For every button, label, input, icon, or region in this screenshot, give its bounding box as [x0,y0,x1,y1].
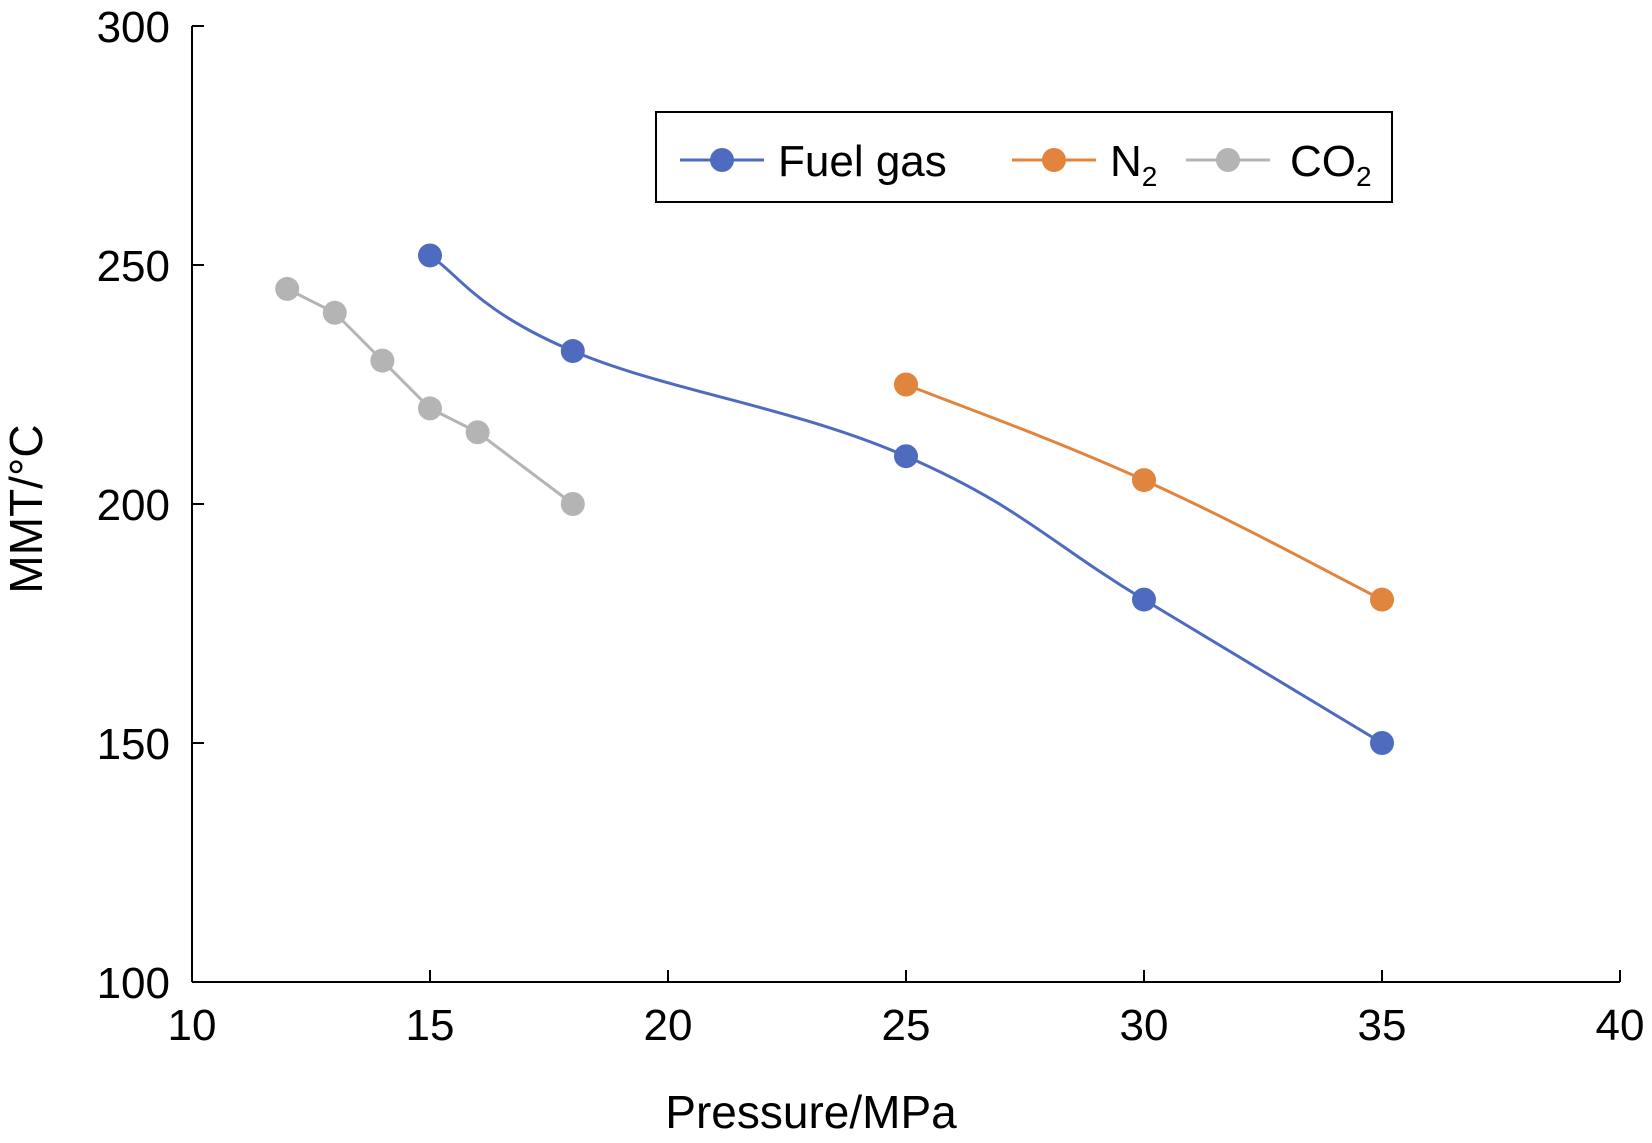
data-point-co2 [275,276,300,301]
x-tick-label: 40 [1596,1001,1645,1050]
data-point-fuel-gas [1370,731,1394,755]
x-tick-label: 35 [1358,1001,1407,1050]
data-point-fuel-gas [1132,587,1156,612]
series-n2 [894,372,1394,612]
x-tick-label: 20 [644,1001,693,1050]
legend-box [655,111,1393,203]
data-point-fuel-gas [894,444,918,469]
legend-item-fuel-gas: Fuel gas [680,137,947,186]
legend-marker [1216,148,1240,172]
x-tick-label: 15 [406,1001,455,1050]
y-tick-label: 150 [97,720,170,769]
y-axis-title: MMT/°C [0,424,52,593]
y-tick-label: 250 [97,242,170,291]
data-point-co2 [418,396,442,421]
data-point-fuel-gas [560,339,585,364]
x-tick-label: 25 [882,1001,931,1050]
legend-marker [1042,148,1066,172]
series-co2 [275,276,585,516]
x-axis-title: Pressure/MPa [665,1086,957,1138]
data-point-n2 [1132,468,1156,493]
y-tick-label: 300 [97,3,170,52]
x-tick-label: 10 [168,1001,217,1050]
y-tick-label: 200 [97,481,170,530]
plot-area [275,243,1394,755]
data-point-co2 [465,420,490,445]
data-point-co2 [560,492,585,516]
data-point-n2 [1370,587,1394,612]
y-tick-label: 100 [97,959,170,1008]
axes: 10 15 20 25 30 35 40 100 150 200 250 300 [97,3,1645,1050]
data-point-n2 [894,372,918,397]
series-fuel-gas [418,243,1394,755]
x-tick-label: 30 [1120,1001,1169,1050]
legend-label: Fuel gas [778,137,947,186]
data-point-fuel-gas [418,243,442,268]
legend-marker [710,148,734,172]
data-point-co2 [322,300,347,325]
legend: Fuel gas N2 CO2 [655,111,1393,203]
data-point-co2 [370,348,395,373]
